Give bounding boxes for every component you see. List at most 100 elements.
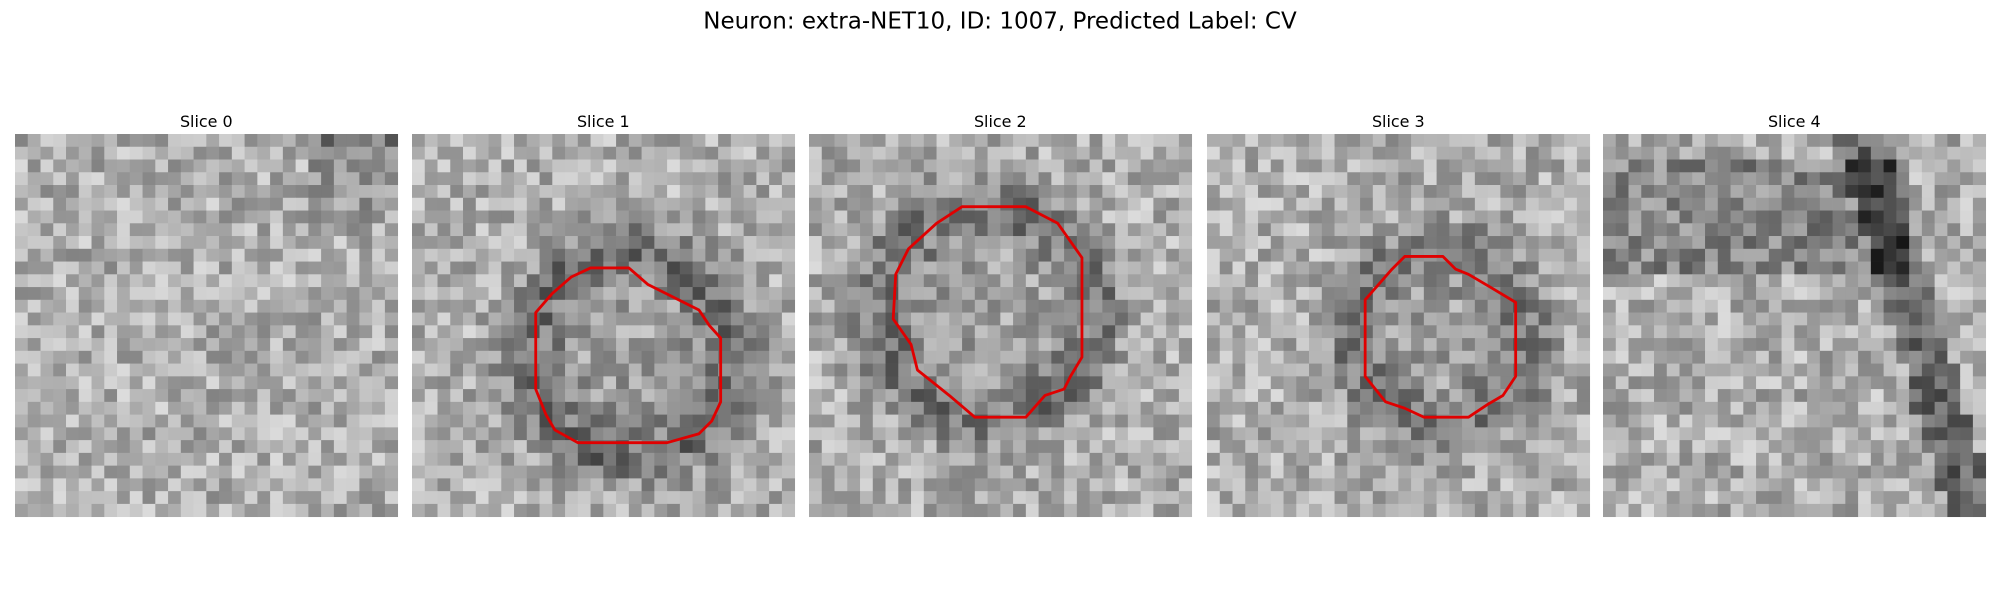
pixel (1603, 223, 1617, 237)
pixel (885, 299, 899, 313)
pixel (1705, 350, 1719, 364)
pixel (1960, 452, 1974, 467)
pixel (372, 274, 386, 288)
pixel (1679, 185, 1693, 199)
pixel (987, 287, 1001, 301)
pixel (654, 338, 668, 352)
pixel (91, 248, 105, 262)
pixel (1127, 287, 1142, 301)
pixel (412, 197, 426, 211)
pixel (1207, 248, 1221, 262)
pixel (1705, 261, 1719, 275)
pixel (1360, 440, 1374, 454)
pixel (1089, 146, 1103, 160)
pixel (1321, 172, 1335, 186)
pixel (1321, 248, 1335, 262)
pixel (1102, 299, 1116, 313)
pixel (257, 197, 271, 211)
pixel (424, 185, 438, 199)
pixel (1140, 325, 1154, 339)
pixel (705, 172, 719, 186)
pixel (1603, 197, 1617, 211)
pixel (475, 134, 489, 148)
pixel (53, 223, 67, 237)
pixel (437, 452, 451, 467)
pixel (1321, 236, 1335, 250)
pixel (1807, 440, 1821, 454)
pixel (437, 491, 451, 505)
pixel (923, 248, 937, 262)
pixel (962, 146, 976, 160)
pixel (809, 414, 823, 428)
pixel (206, 503, 220, 518)
pixel (308, 197, 322, 211)
pixel (437, 197, 451, 211)
pixel (526, 401, 540, 415)
pixel (1934, 185, 1948, 199)
pixel (193, 376, 207, 390)
pixel (168, 312, 182, 326)
pixel (1756, 236, 1770, 250)
pixel (756, 401, 770, 415)
pixel (1628, 376, 1642, 390)
pixel (1972, 389, 1987, 403)
pixel (1423, 223, 1437, 237)
pixel (1525, 325, 1540, 339)
pixel (231, 491, 245, 505)
pixel (193, 401, 207, 415)
pixel (743, 134, 757, 148)
pixel (219, 236, 233, 250)
pixel (974, 401, 988, 415)
pixel (1666, 197, 1680, 211)
pixel (1564, 261, 1578, 275)
pixel (1500, 491, 1514, 505)
pixel (1347, 363, 1361, 377)
pixel (1743, 401, 1757, 415)
pixel (1909, 146, 1923, 160)
pixel (821, 478, 835, 492)
pixel (1768, 159, 1782, 173)
pixel (1283, 134, 1297, 148)
pixel (756, 376, 770, 390)
pixel (333, 172, 348, 186)
pixel (142, 185, 156, 199)
pixel (1449, 478, 1463, 492)
pixel (1564, 414, 1578, 428)
pixel (565, 223, 579, 237)
pixel (1127, 274, 1142, 288)
pixel (730, 210, 745, 224)
pixel (1666, 287, 1680, 301)
pixel (987, 172, 1001, 186)
pixel (743, 452, 757, 467)
pixel (231, 427, 245, 441)
pixel (1309, 299, 1323, 313)
pixel (1845, 197, 1859, 211)
pixel (1051, 159, 1065, 173)
pixel (616, 503, 630, 518)
pixel (1513, 185, 1527, 199)
pixel (1692, 299, 1706, 313)
pixel (1270, 478, 1284, 492)
pixel (295, 465, 309, 479)
pixel (1960, 248, 1974, 262)
pixel (1474, 223, 1488, 237)
pixel (257, 465, 271, 479)
pixel (53, 159, 67, 173)
pixel (743, 172, 757, 186)
pixel (206, 146, 220, 160)
pixel (1064, 274, 1078, 288)
pixel (1743, 134, 1757, 148)
pixel (1025, 478, 1039, 492)
pixel (1717, 465, 1731, 479)
pixel (424, 338, 438, 352)
pixel (565, 236, 579, 250)
pixel (1883, 325, 1897, 339)
pixel (155, 248, 169, 262)
pixel (936, 478, 950, 492)
pixel (641, 172, 655, 186)
pixel (424, 261, 438, 275)
pixel (872, 185, 886, 199)
pixel (1730, 478, 1744, 492)
pixel (1692, 452, 1706, 467)
pixel (834, 325, 848, 339)
